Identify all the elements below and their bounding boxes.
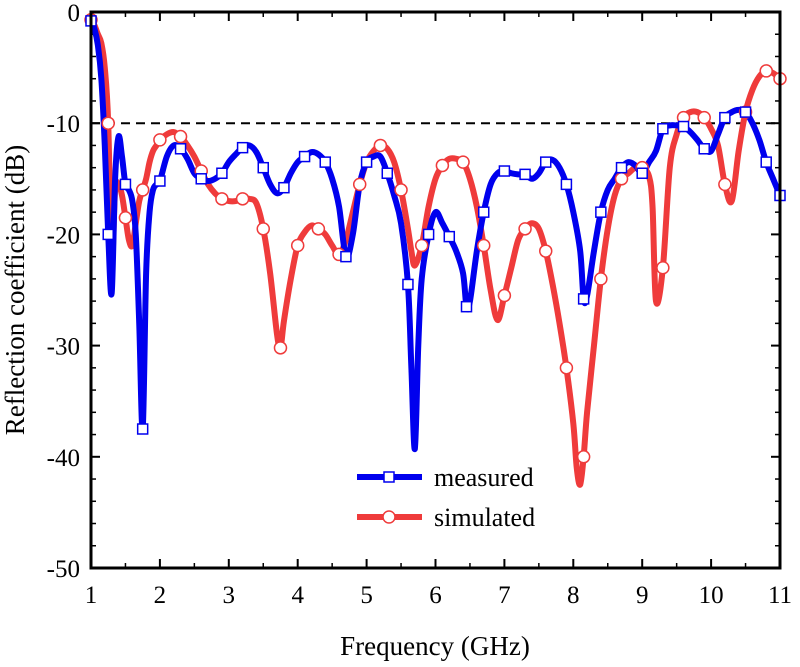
simulated-point (215, 192, 229, 206)
measured-point (677, 120, 690, 133)
simulated-point (656, 261, 670, 275)
measured-point (739, 106, 752, 118)
measured-point (319, 156, 332, 168)
measured-point (560, 178, 573, 191)
measured-point (698, 143, 710, 155)
simulated-point (256, 222, 270, 236)
measured-point (136, 423, 149, 435)
measured-point (519, 168, 531, 181)
legend-simulated-marker (382, 510, 396, 524)
simulated-point (101, 116, 115, 130)
measured-point (657, 123, 669, 135)
simulated-point (456, 155, 470, 169)
simulated-point (235, 192, 250, 206)
measured-line (91, 17, 780, 453)
y-tick-label: 0 (68, 0, 81, 27)
x-tick-label: 11 (768, 582, 792, 609)
measured-point (636, 167, 648, 179)
simulated-point (594, 272, 608, 286)
measured-point (760, 156, 772, 168)
x-tick-label: 8 (567, 582, 580, 609)
measured-point (595, 206, 607, 218)
legend-simulated-label: simulated (434, 503, 535, 532)
simulated-point (273, 341, 288, 355)
simulated-point (718, 177, 732, 192)
measured-point (402, 278, 414, 291)
measured-point (498, 165, 511, 177)
x-axis-title: Frequency (GHz) (340, 631, 530, 661)
simulated-point (414, 238, 429, 253)
measured-point (102, 228, 114, 241)
measured-point (278, 181, 290, 194)
simulated-point (759, 64, 773, 78)
measured-point (460, 300, 473, 313)
measured-point (257, 161, 269, 174)
x-tick-label: 6 (429, 582, 442, 609)
y-tick-label: -50 (47, 556, 80, 583)
measured-point (216, 167, 228, 179)
measured-point (360, 156, 373, 168)
simulated-point (118, 210, 133, 225)
simulated-point (394, 183, 408, 197)
legend-measured-label: measured (434, 463, 534, 492)
measured-point (298, 150, 311, 163)
measured-point (422, 228, 435, 241)
y-axis-title: Reflection coefficient (dB) (0, 145, 30, 435)
measured-point (477, 206, 490, 218)
simulated-point (173, 129, 188, 144)
simulated-point (576, 450, 591, 464)
simulated-point (435, 158, 450, 173)
simulated-line (91, 16, 780, 488)
simulated-point (614, 172, 629, 186)
measured-point (719, 111, 731, 124)
measured-point (381, 167, 394, 179)
x-tick-label: 10 (699, 582, 724, 609)
simulated-point (476, 238, 491, 253)
x-tick-label: 1 (85, 582, 98, 609)
tick-labels: 1 2 3 4 5 6 7 8 9 10 11 0 -10 -20 -30 -40 -50 (47, 0, 792, 609)
y-tick-label: -40 (47, 445, 80, 472)
y-tick-label: -30 (47, 334, 80, 361)
simulated-point (311, 222, 326, 236)
measured-point (236, 141, 249, 154)
simulated-point (559, 361, 574, 375)
simulated-point (497, 288, 512, 303)
y-tick-label: -20 (47, 222, 80, 249)
x-tick-label: 5 (360, 582, 373, 609)
simulated-point (153, 133, 167, 147)
measured-point (195, 173, 207, 185)
simulated-point (290, 238, 305, 253)
series-lines (91, 16, 780, 488)
measured-point (577, 293, 590, 305)
simulated-point (538, 244, 553, 258)
x-tick-label: 9 (636, 582, 649, 609)
y-tick-label: -10 (47, 111, 80, 138)
measured-point (154, 175, 166, 187)
measured-point (443, 230, 456, 243)
measured-point (539, 156, 552, 168)
simulated-point (373, 138, 388, 153)
legend-measured-marker (383, 471, 395, 483)
series-markers (84, 13, 787, 464)
plot-frame (89, 10, 782, 570)
x-tick-label: 7 (498, 582, 511, 609)
measured-point (119, 178, 132, 191)
legend: measured simulated (357, 463, 535, 532)
x-tick-label: 3 (223, 582, 236, 609)
simulated-point (697, 110, 711, 125)
simulated-point (135, 183, 150, 197)
x-tick-label: 2 (154, 582, 167, 609)
simulated-point (518, 222, 532, 236)
x-tick-label: 4 (291, 582, 304, 609)
simulated-point (352, 177, 367, 192)
measured-point (615, 161, 628, 174)
measured-point (340, 250, 352, 263)
measured-point (174, 143, 187, 155)
